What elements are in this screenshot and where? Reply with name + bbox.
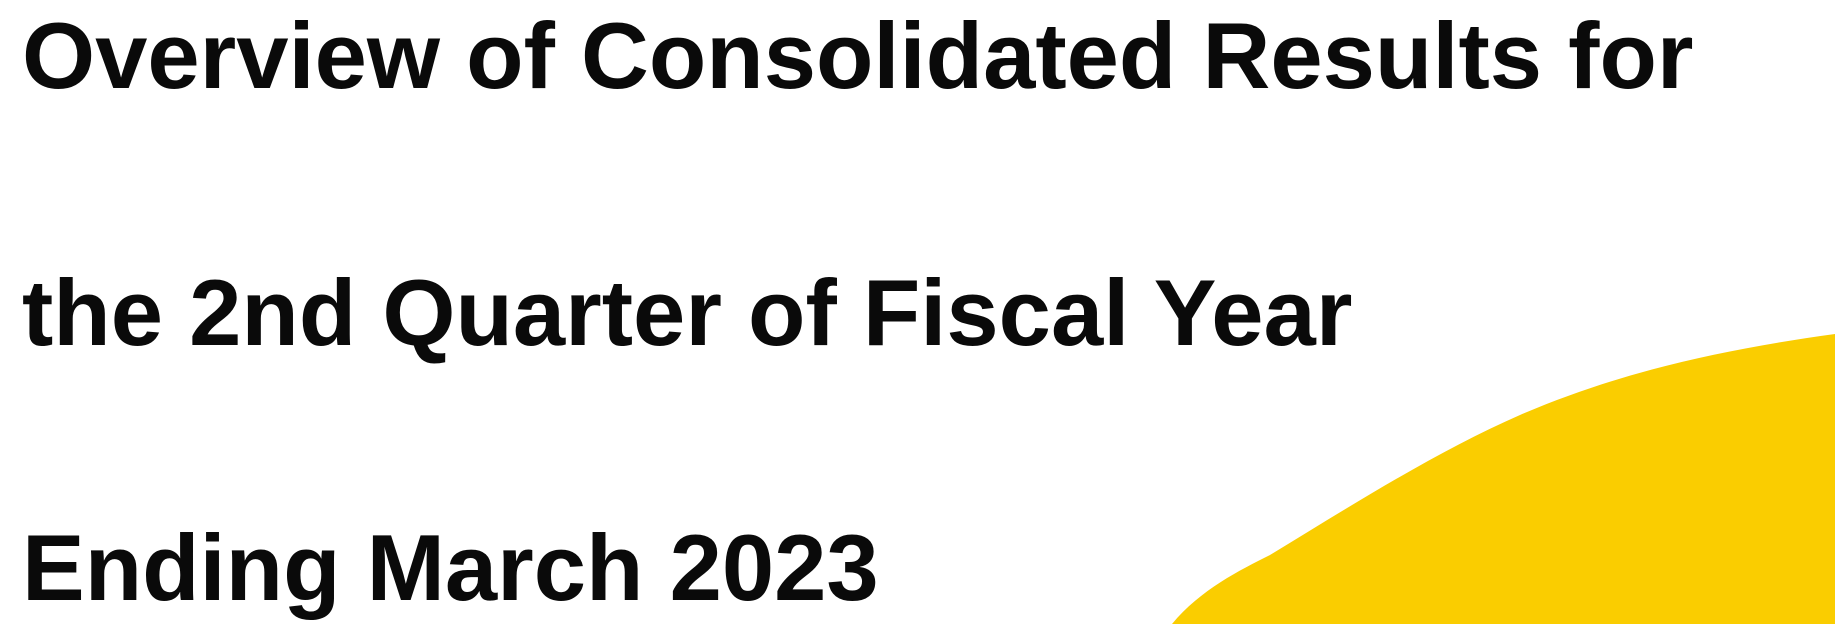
yellow-shape (1172, 334, 1835, 624)
title-line: the 2nd Quarter of Fiscal Year (22, 260, 1352, 365)
title-line: Ending March 2023 (22, 515, 879, 620)
title-line: Overview of Consolidated Results for (22, 3, 1693, 108)
